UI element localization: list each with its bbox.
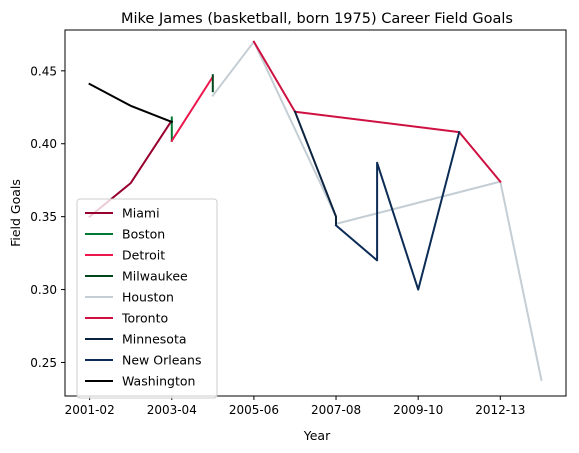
y-tick-label: 0.45 bbox=[30, 64, 57, 78]
legend-frame bbox=[76, 198, 218, 399]
x-tick-label: 2012-13 bbox=[475, 403, 525, 417]
x-tick-label: 2001-02 bbox=[65, 403, 115, 417]
x-tick-label: 2003-04 bbox=[147, 403, 197, 417]
legend-label-minnesota: Minnesota bbox=[122, 332, 187, 347]
legend-label-houston: Houston bbox=[122, 290, 174, 305]
series-line-toronto bbox=[252, 40, 502, 184]
legend: Miami Boston Detroit Milwaukee Houston Toront… bbox=[76, 198, 218, 399]
legend-label-new-orleans: New Orleans bbox=[122, 353, 201, 368]
x-axis: 2001-02 2003-04 2005-06 2007-08 2009-10 2012-… bbox=[65, 396, 525, 417]
legend-label-boston: Boston bbox=[122, 227, 165, 242]
legend-label-milwaukee: Milwaukee bbox=[122, 269, 188, 284]
x-tick-label: 2009-10 bbox=[393, 403, 443, 417]
y-tick-label: 0.40 bbox=[30, 137, 57, 151]
legend-label-miami: Miami bbox=[122, 206, 160, 221]
series-line-detroit bbox=[170, 75, 215, 143]
y-axis: 0.25 0.30 0.35 0.40 0.45 bbox=[30, 64, 65, 370]
y-tick-label: 0.30 bbox=[30, 283, 57, 297]
chart-title: Mike James (basketball, born 1975) Caree… bbox=[121, 11, 513, 27]
series-line-new-orleans bbox=[334, 130, 461, 291]
y-tick-label: 0.25 bbox=[30, 356, 57, 370]
y-axis-label: Field Goals bbox=[8, 179, 23, 247]
series-line-washington bbox=[88, 82, 174, 124]
y-tick-label: 0.35 bbox=[30, 210, 57, 224]
legend-label-washington: Washington bbox=[122, 374, 195, 389]
x-axis-label: Year bbox=[303, 428, 331, 443]
x-tick-label: 2007-08 bbox=[311, 403, 361, 417]
legend-label-detroit: Detroit bbox=[122, 248, 165, 263]
x-tick-label: 2005-06 bbox=[229, 403, 279, 417]
plot-frame bbox=[64, 29, 567, 397]
legend-label-toronto: Toronto bbox=[121, 311, 168, 326]
series-line-minnesota bbox=[293, 110, 337, 225]
